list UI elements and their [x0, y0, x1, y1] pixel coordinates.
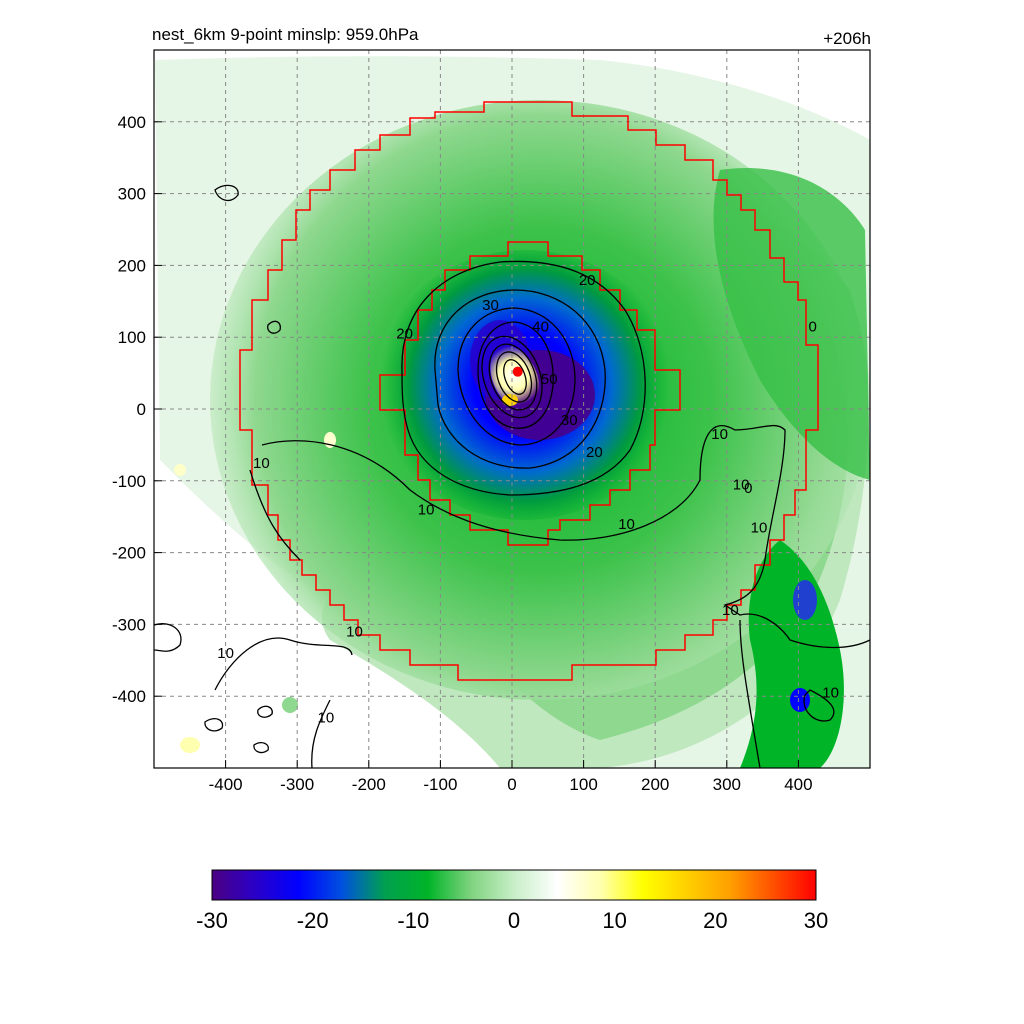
contour-label-text: 10: [418, 502, 435, 519]
contour-label-20: 20: [586, 444, 603, 461]
x-axis: -400 -300 -200 -100 0 100 200 300 400: [209, 760, 813, 794]
contour-label-text: 50: [541, 371, 558, 388]
contour-label-text: 10: [722, 602, 739, 619]
colorbar-tick-label: 0: [508, 908, 520, 933]
contour-label-10: 10: [253, 455, 270, 472]
contour-label-10: 10: [711, 426, 728, 443]
contour-label-0: 0: [744, 480, 752, 497]
y-tick-label: 0: [137, 400, 146, 419]
contour-label-10: 10: [346, 624, 363, 641]
y-tick-label: -400: [112, 687, 146, 706]
colorbar-tick-label: -10: [397, 908, 429, 933]
colorbar-ticks: -30 -20 -10 0 10 20 30: [196, 908, 828, 933]
y-tick-label: -300: [112, 615, 146, 634]
nest-boundaries: [239, 101, 819, 681]
contour-label-text: 0: [809, 318, 817, 335]
contour-label-text: 40: [532, 318, 549, 335]
contour-label-text: 10: [618, 516, 635, 533]
contour-label-10: 10: [618, 516, 635, 533]
contour-lines: [154, 184, 870, 768]
contour-label-text: 10: [751, 519, 768, 536]
colorbar-tick-label: 20: [703, 908, 727, 933]
contour-label-10: 10: [822, 685, 839, 702]
contour-label-text: 10: [217, 645, 234, 662]
y-tick-label: 400: [118, 113, 146, 132]
contour-label-text: 20: [586, 444, 603, 461]
plot-title: nest_6km 9-point minslp: 959.0hPa: [152, 25, 419, 44]
contour-label-10: 10: [751, 519, 768, 536]
x-tick-label: 300: [713, 775, 741, 794]
y-tick-label: 100: [118, 328, 146, 347]
x-tick-label: 400: [784, 775, 812, 794]
contour-labels: 10 10 10 10 10 10 10 10 10 10 10 20 20 20 30 30 40 50 0 0: [217, 272, 839, 727]
y-tick-label: -100: [112, 472, 146, 491]
x-tick-label: 0: [507, 775, 516, 794]
contour-label-50: 50: [541, 371, 558, 388]
contour-label-20: 20: [396, 326, 413, 343]
colorbar-tick-label: 10: [602, 908, 626, 933]
contour-label-text: 20: [396, 326, 413, 343]
contour-label-10: 10: [217, 645, 234, 662]
inner-nest-boundary: [379, 241, 681, 546]
y-tick-label: -200: [112, 544, 146, 563]
y-tick-label: 300: [118, 185, 146, 204]
x-tick-label: -200: [352, 775, 386, 794]
colorbar-tick-label: -20: [297, 908, 329, 933]
x-tick-label: -100: [423, 775, 457, 794]
x-tick-label: 200: [641, 775, 669, 794]
contour-label-text: 10: [317, 710, 334, 727]
storm-center-dot: [512, 366, 523, 377]
contour-label-text: 10: [253, 455, 270, 472]
contour-label-10: 10: [733, 476, 750, 493]
contour-label-text: 20: [579, 272, 596, 289]
colorbar-tick-label: 30: [804, 908, 828, 933]
contour-label-text: 30: [561, 412, 578, 429]
contour-label-20: 20: [579, 272, 596, 289]
outer-nest-boundary: [239, 101, 819, 681]
contour-label-text: 10: [346, 624, 363, 641]
contour-label-text: 30: [482, 297, 499, 314]
y-tick-label: 200: [118, 256, 146, 275]
colorbar-tick-label: -30: [196, 908, 228, 933]
contour-label-30: 30: [482, 297, 499, 314]
colorbar-gradient: [211, 869, 817, 901]
x-tick-label: 100: [569, 775, 597, 794]
contour-label-0: 0: [809, 318, 817, 335]
contour-label-40: 40: [532, 318, 549, 335]
storm-center: [512, 366, 523, 377]
x-tick-label: -400: [209, 775, 243, 794]
contour-label-10: 10: [722, 602, 739, 619]
contour-label-10: 10: [317, 710, 334, 727]
contour-label-10: 10: [418, 502, 435, 519]
x-tick-label: -300: [280, 775, 314, 794]
contour-label-30: 30: [561, 412, 578, 429]
contour-label-text: 10: [733, 476, 750, 493]
contour-label-text: 0: [744, 480, 752, 497]
y-axis: 400 300 200 100 0 -100 -200 -300 -400: [112, 113, 162, 706]
time-label: +206h: [823, 29, 871, 48]
contour-label-text: 10: [822, 685, 839, 702]
contour-label-text: 10: [711, 426, 728, 443]
colorbar: -30 -20 -10 0 10 20 30: [196, 869, 828, 933]
